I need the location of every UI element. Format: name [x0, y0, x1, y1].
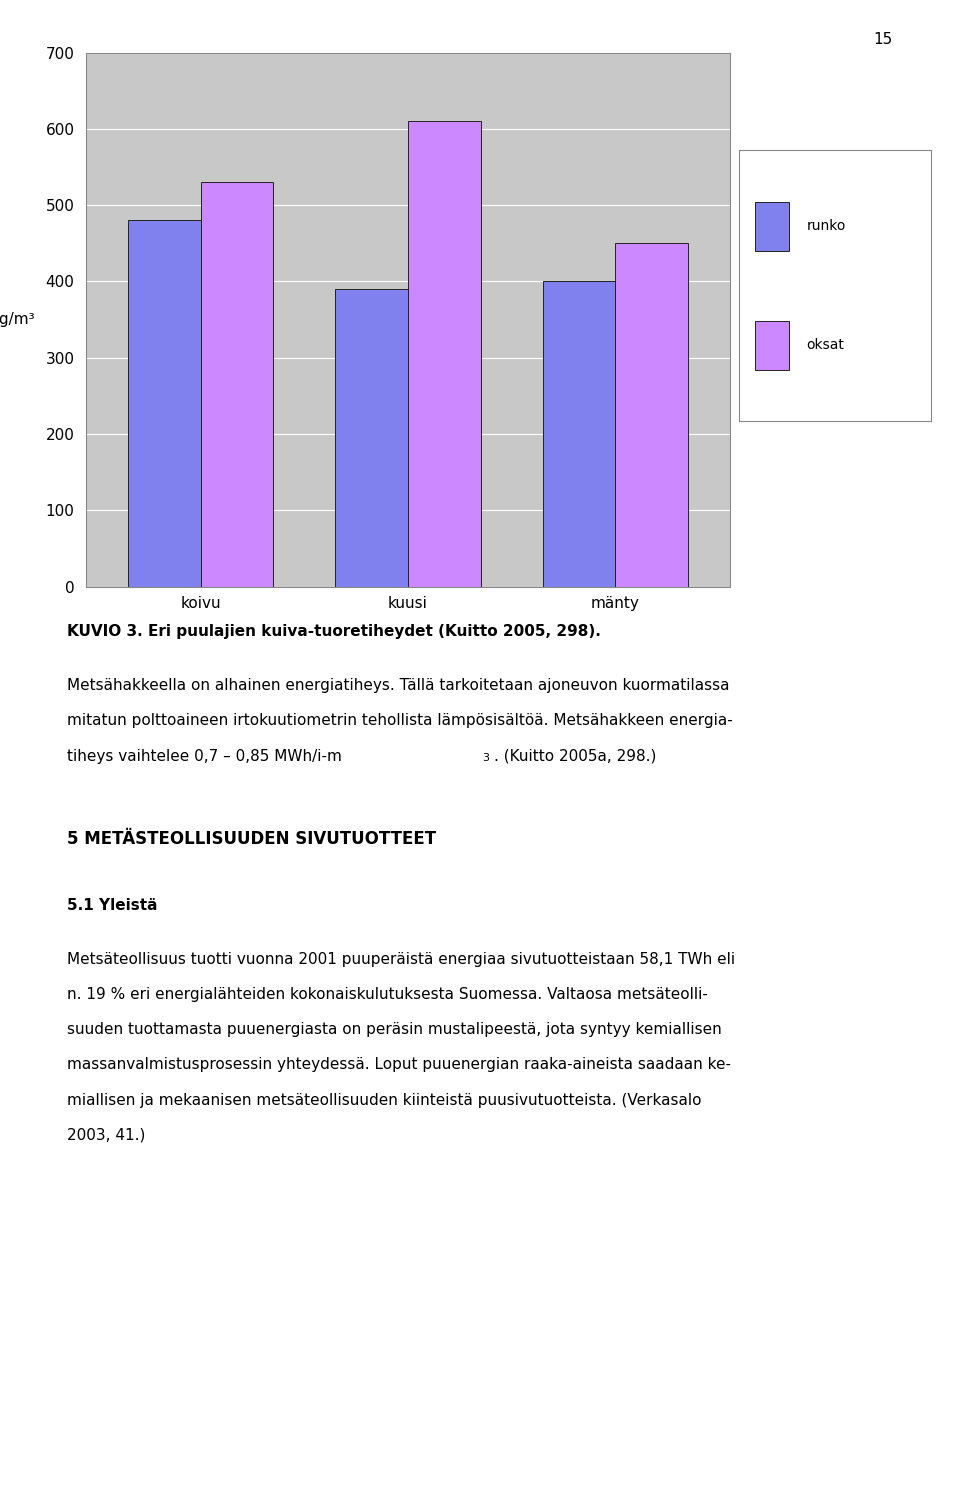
- Text: 15: 15: [874, 32, 893, 47]
- Bar: [128, 221, 201, 587]
- Text: 2003, 41.): 2003, 41.): [67, 1128, 146, 1143]
- Bar: [335, 289, 408, 587]
- Text: mitatun polttoaineen irtokuutiometrin tehollista lämpösisältöä. Metsähakkeen ene: mitatun polttoaineen irtokuutiometrin te…: [67, 713, 732, 728]
- Y-axis label: kg/m³: kg/m³: [0, 313, 35, 326]
- Bar: [201, 182, 274, 587]
- Text: 3: 3: [482, 754, 489, 763]
- Text: massanvalmistusprosessin yhteydessä. Loput puuenergian raaka-aineista saadaan ke: massanvalmistusprosessin yhteydessä. Lop…: [67, 1057, 732, 1072]
- Text: Metsäteollisuus tuotti vuonna 2001 puuperäistä energiaa sivutuotteistaan 58,1 TW: Metsäteollisuus tuotti vuonna 2001 puupe…: [67, 952, 735, 967]
- Text: suuden tuottamasta puuenergiasta on peräsin mustalipeestä, jota syntyy kemiallis: suuden tuottamasta puuenergiasta on perä…: [67, 1023, 722, 1038]
- Bar: [542, 281, 615, 587]
- Text: runko: runko: [806, 220, 846, 233]
- Text: KUVIO 3. Eri puulajien kuiva-tuoretiheydet (Kuitto 2005, 298).: KUVIO 3. Eri puulajien kuiva-tuoretiheyd…: [67, 624, 601, 639]
- Bar: [408, 122, 481, 587]
- Text: Metsähakkeella on alhainen energiatiheys. Tällä tarkoitetaan ajoneuvon kuormatil: Metsähakkeella on alhainen energiatiheys…: [67, 678, 730, 693]
- Bar: [615, 244, 688, 587]
- Text: . (Kuitto 2005a, 298.): . (Kuitto 2005a, 298.): [494, 749, 657, 764]
- Bar: [755, 320, 789, 370]
- Text: 5.1 Yleistä: 5.1 Yleistä: [67, 898, 157, 913]
- Text: n. 19 % eri energialähteiden kokonaiskulutuksesta Suomessa. Valtaosa metsäteolli: n. 19 % eri energialähteiden kokonaiskul…: [67, 987, 708, 1002]
- Bar: [755, 202, 789, 251]
- Text: 5 METÄSTEOLLISUUDEN SIVUTUOTTEET: 5 METÄSTEOLLISUUDEN SIVUTUOTTEET: [67, 830, 437, 848]
- Text: miallisen ja mekaanisen metsäteollisuuden kiinteistä puusivutuotteista. (Verkasa: miallisen ja mekaanisen metsäteollisuude…: [67, 1092, 702, 1107]
- Text: oksat: oksat: [806, 338, 844, 352]
- Text: tiheys vaihtelee 0,7 – 0,85 MWh/i-m: tiheys vaihtelee 0,7 – 0,85 MWh/i-m: [67, 749, 342, 764]
